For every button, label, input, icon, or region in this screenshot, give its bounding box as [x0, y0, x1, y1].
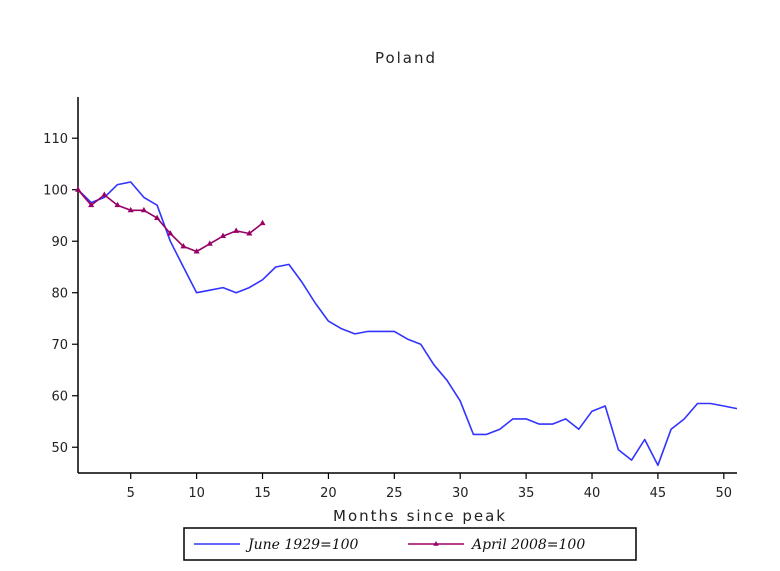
series-1-point	[154, 214, 161, 221]
series-line-0	[77, 181, 738, 467]
y-ticks: 50 60 70 80 90 100 110	[43, 132, 78, 456]
series-1-point	[259, 219, 266, 226]
y-tick-label: 70	[51, 338, 68, 353]
axes	[77, 97, 737, 474]
series-1-point	[127, 206, 134, 213]
legend-marker-april-2008	[433, 541, 439, 546]
legend-label-june-1929: June 1929=100	[245, 537, 359, 553]
series-1-point	[233, 227, 240, 233]
y-tick-label: 100	[43, 184, 68, 199]
series-1-point	[74, 186, 82, 192]
x-tick-label: 30	[452, 486, 469, 501]
x-tick-label: 25	[386, 486, 403, 501]
y-tick-label: 90	[51, 235, 68, 250]
x-tick-label: 45	[650, 486, 667, 501]
x-ticks: 5 10 15 20 25 30 35 40 45 50	[127, 473, 733, 501]
chart-title: Poland	[375, 49, 437, 67]
series-1-point	[114, 201, 121, 208]
series-1-point	[246, 230, 253, 236]
series-1-point	[101, 191, 108, 197]
series-1-point	[180, 242, 187, 249]
y-tick-label: 60	[51, 390, 68, 405]
x-tick-label: 40	[584, 486, 601, 501]
x-tick-label: 35	[518, 486, 535, 501]
series-layer	[74, 181, 738, 467]
series-1-point	[140, 206, 147, 213]
series-1-point	[193, 248, 200, 254]
x-axis-title: Months since peak	[333, 507, 507, 525]
series-1-point	[206, 240, 213, 246]
x-tick-label: 15	[254, 486, 271, 501]
legend-label-april-2008: April 2008=100	[470, 537, 585, 553]
series-1-point	[167, 230, 174, 236]
y-tick-label: 110	[43, 132, 68, 147]
y-tick-label: 80	[51, 287, 68, 302]
series-1-point	[88, 201, 95, 208]
x-tick-label: 20	[320, 486, 337, 501]
legend: June 1929=100 April 2008=100	[183, 527, 637, 561]
x-tick-label: 50	[716, 486, 733, 501]
legend-marker-triangle	[433, 541, 439, 546]
series-1-point	[219, 232, 227, 239]
x-tick-label: 10	[188, 486, 205, 501]
y-tick-label: 50	[51, 441, 68, 456]
x-tick-label: 5	[127, 486, 135, 501]
